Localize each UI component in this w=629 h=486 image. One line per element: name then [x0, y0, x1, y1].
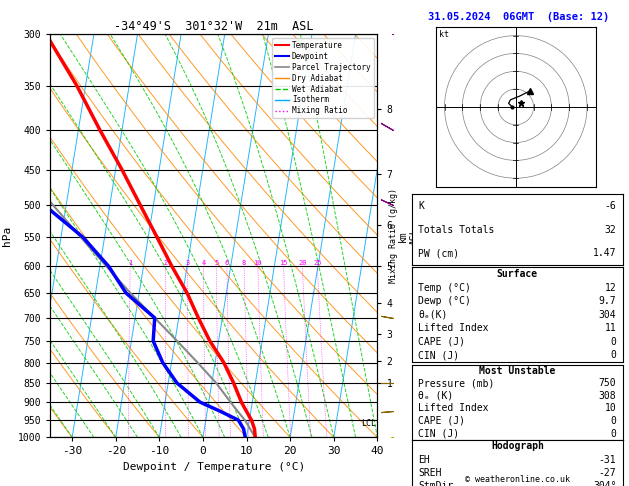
Text: 4: 4	[201, 260, 206, 266]
Text: 304°: 304°	[593, 481, 616, 486]
Text: Mixing Ratio (g/kg): Mixing Ratio (g/kg)	[389, 188, 398, 283]
Text: Totals Totals: Totals Totals	[418, 225, 494, 235]
Text: 15: 15	[279, 260, 288, 266]
Text: 0: 0	[611, 337, 616, 347]
Text: 32: 32	[604, 225, 616, 235]
Text: 3: 3	[185, 260, 189, 266]
Text: 25: 25	[313, 260, 321, 266]
Text: StmDir: StmDir	[418, 481, 454, 486]
Text: Hodograph: Hodograph	[491, 441, 544, 451]
Text: PW (cm): PW (cm)	[418, 248, 459, 258]
Text: 10: 10	[253, 260, 262, 266]
Text: 6: 6	[225, 260, 229, 266]
Text: CIN (J): CIN (J)	[418, 350, 459, 360]
Text: kt: kt	[439, 30, 449, 39]
Text: 31.05.2024  06GMT  (Base: 12): 31.05.2024 06GMT (Base: 12)	[428, 12, 610, 22]
Text: SREH: SREH	[418, 468, 442, 478]
Text: 9.7: 9.7	[599, 296, 616, 306]
X-axis label: Dewpoint / Temperature (°C): Dewpoint / Temperature (°C)	[123, 462, 305, 472]
Text: LCL: LCL	[361, 419, 376, 428]
Text: 11: 11	[604, 323, 616, 333]
Text: 0: 0	[611, 350, 616, 360]
Text: 1: 1	[128, 260, 132, 266]
Text: 0: 0	[611, 429, 616, 438]
Text: 5: 5	[214, 260, 218, 266]
Text: 0: 0	[611, 416, 616, 426]
Text: -27: -27	[599, 468, 616, 478]
Text: © weatheronline.co.uk: © weatheronline.co.uk	[465, 474, 569, 484]
Text: Pressure (mb): Pressure (mb)	[418, 378, 494, 388]
Text: Surface: Surface	[497, 269, 538, 279]
Text: 304: 304	[599, 310, 616, 320]
Text: Most Unstable: Most Unstable	[479, 366, 555, 376]
Text: Dewp (°C): Dewp (°C)	[418, 296, 471, 306]
Y-axis label: hPa: hPa	[3, 226, 12, 246]
Text: CAPE (J): CAPE (J)	[418, 416, 465, 426]
Text: 8: 8	[242, 260, 246, 266]
Text: -6: -6	[604, 201, 616, 211]
Text: Lifted Index: Lifted Index	[418, 403, 489, 414]
Text: 308: 308	[599, 391, 616, 401]
Text: CAPE (J): CAPE (J)	[418, 337, 465, 347]
Text: 2: 2	[164, 260, 167, 266]
Legend: Temperature, Dewpoint, Parcel Trajectory, Dry Adiabat, Wet Adiabat, Isotherm, Mi: Temperature, Dewpoint, Parcel Trajectory…	[272, 38, 374, 119]
Text: θₑ (K): θₑ (K)	[418, 391, 454, 401]
Text: 10: 10	[604, 403, 616, 414]
Text: K: K	[418, 201, 424, 211]
Text: -31: -31	[599, 454, 616, 465]
Text: 12: 12	[604, 282, 616, 293]
Y-axis label: km
ASL: km ASL	[398, 227, 420, 244]
Text: 1.47: 1.47	[593, 248, 616, 258]
Text: Lifted Index: Lifted Index	[418, 323, 489, 333]
Text: EH: EH	[418, 454, 430, 465]
Text: 750: 750	[599, 378, 616, 388]
Text: CIN (J): CIN (J)	[418, 429, 459, 438]
Text: Temp (°C): Temp (°C)	[418, 282, 471, 293]
Text: 20: 20	[298, 260, 307, 266]
Title: -34°49'S  301°32'W  21m  ASL: -34°49'S 301°32'W 21m ASL	[114, 20, 314, 33]
Text: θₑ(K): θₑ(K)	[418, 310, 448, 320]
